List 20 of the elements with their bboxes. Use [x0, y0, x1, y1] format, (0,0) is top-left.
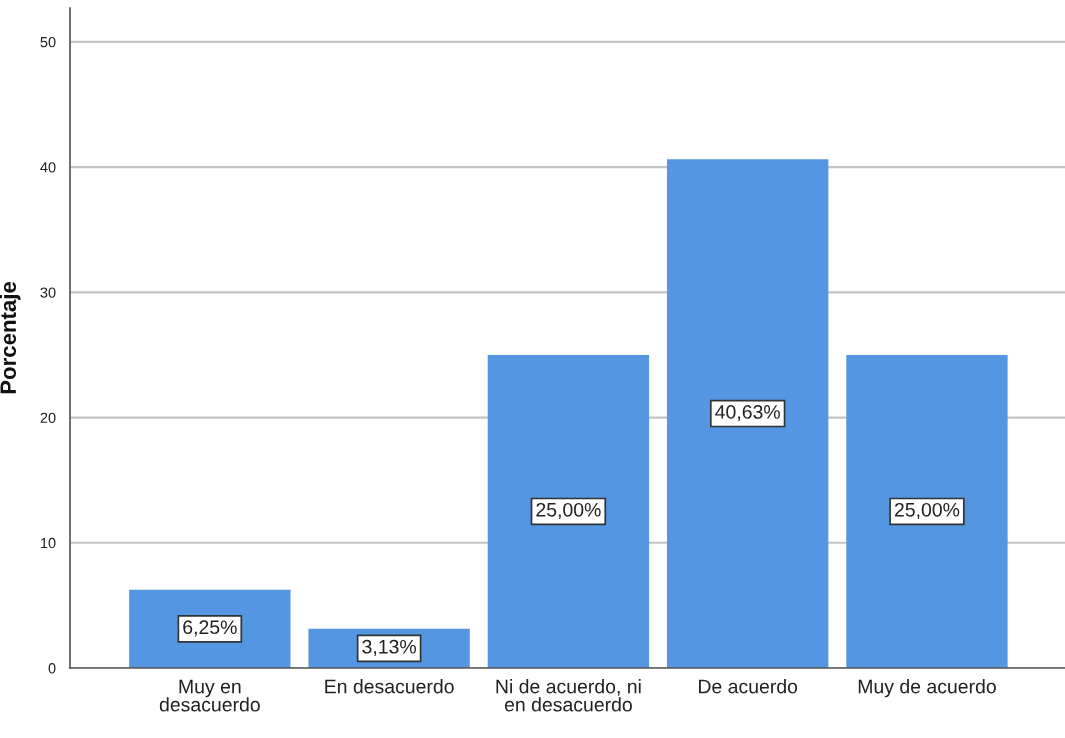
- x-tick-label: Muy en desacuerdo: [159, 679, 260, 712]
- data-label: 25,00%: [894, 502, 960, 519]
- y-tick-label: 10: [41, 537, 56, 549]
- bar: [487, 354, 650, 668]
- x-tick-label: En desacuerdo: [325, 679, 454, 694]
- data-label: 40,63%: [715, 405, 780, 422]
- y-tick-label: 30: [40, 287, 56, 298]
- x-tick-label: De acuerdo: [699, 679, 798, 694]
- x-tick-label: Muy de acuerdo: [858, 679, 996, 698]
- data-label: 25,00%: [536, 502, 601, 519]
- y-axis-title: Porcentaje: [0, 281, 21, 394]
- x-tick-label: Ni de acuerdo, ni en desacuerdo: [496, 679, 641, 712]
- y-tick-label: 0: [48, 663, 56, 674]
- y-tick-label: 40: [40, 162, 56, 173]
- data-label: 6,25%: [183, 620, 237, 637]
- bar: [667, 159, 829, 668]
- y-tick-label: 20: [40, 412, 56, 423]
- bar: [846, 354, 1008, 668]
- y-tick-label: 50: [40, 36, 56, 48]
- data-label: 3,13%: [362, 639, 416, 656]
